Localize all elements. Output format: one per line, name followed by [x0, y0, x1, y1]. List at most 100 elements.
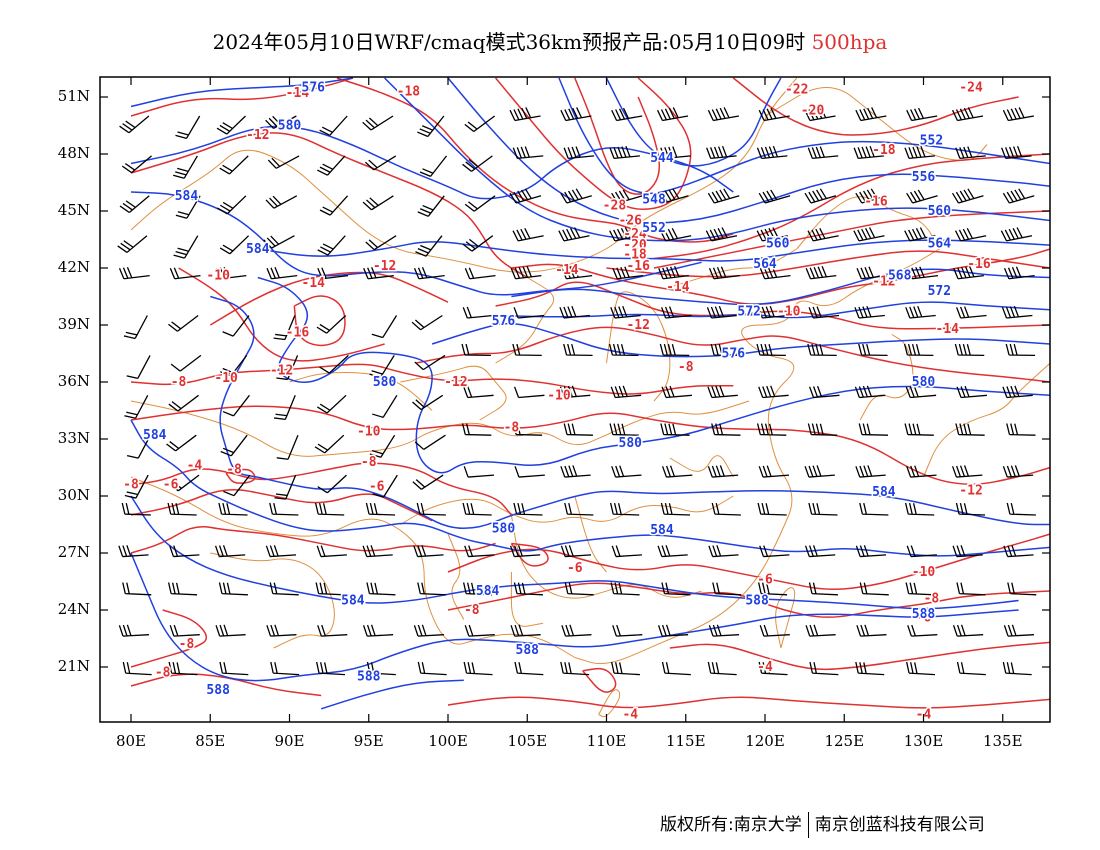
temperature-label: -26 [619, 214, 643, 229]
height-contour [130, 125, 734, 200]
boundary-line [495, 277, 555, 364]
temperature-label: -10 [547, 388, 571, 403]
height-label: 552 [920, 134, 943, 149]
temperature-label: -10 [777, 305, 801, 320]
wind-barb [758, 661, 788, 676]
wind-barb [807, 423, 838, 436]
height-label: 576 [722, 347, 746, 362]
height-label: 572 [928, 284, 951, 299]
wind-barb [269, 502, 299, 516]
wind-barb [708, 545, 739, 558]
wind-barb [274, 474, 297, 500]
temperature-label: -20 [801, 103, 825, 118]
wind-barb [168, 661, 198, 676]
wind-barb [315, 582, 345, 596]
lat-label: 30N [57, 486, 90, 504]
temperature-label: -8 [155, 666, 171, 681]
wind-barb [809, 661, 839, 676]
temperature-label: -10 [357, 424, 381, 439]
temperature-label: -18 [623, 248, 647, 263]
boundary-line [400, 365, 507, 421]
wind-barb [756, 343, 786, 357]
wind-barb [417, 661, 447, 676]
wind-barb [121, 155, 152, 174]
wind-barb [510, 266, 542, 280]
wind-barb [215, 624, 246, 637]
wind-barb [270, 661, 300, 676]
wind-barb [609, 502, 640, 516]
wind-barb [463, 661, 493, 676]
wind-barb [804, 188, 837, 204]
wind-barb [363, 266, 394, 280]
temperature-label: -28 [603, 198, 627, 213]
wind-barb [659, 343, 690, 357]
temperature-contour [574, 77, 661, 195]
height-contour [320, 679, 464, 710]
wind-barb [609, 227, 641, 242]
temperature-label: -16 [626, 259, 650, 274]
map-title: 2024年05月10日WRF/cmaq模式36km预报产品:05月10日09时 … [0, 26, 1100, 55]
wind-barb [956, 306, 987, 319]
wind-barb [563, 423, 593, 436]
temperature-label: -6 [567, 561, 583, 576]
height-contour [130, 552, 1019, 682]
temperature-contour [447, 533, 1050, 590]
boundary-line [669, 248, 797, 288]
wind-barb [118, 624, 149, 637]
wind-barb [513, 582, 543, 596]
wind-barb [220, 355, 248, 377]
wind-barb [413, 266, 445, 280]
height-contour [130, 77, 354, 108]
wind-barb [219, 235, 250, 255]
wind-barb [560, 465, 591, 478]
wind-barb [759, 624, 790, 637]
height-label: 588 [206, 683, 230, 698]
wind-barb [807, 343, 837, 357]
wind-barb [317, 155, 346, 176]
wind-barb [126, 434, 152, 459]
temperature-label: -16 [286, 326, 310, 341]
wind-barb [952, 624, 984, 637]
wind-barb [712, 582, 742, 596]
wind-barb [905, 385, 937, 399]
wind-barb [611, 465, 642, 478]
wind-barb [372, 474, 398, 498]
temperature-label: -12 [444, 375, 467, 390]
lat-label: 21N [57, 657, 90, 675]
wind-barb [263, 235, 295, 249]
wind-barb [415, 235, 443, 257]
temperature-contour [669, 641, 1050, 671]
temperature-label: -24 [623, 227, 647, 242]
temperature-label: -10 [214, 371, 238, 386]
wind-barb [362, 624, 394, 637]
wind-barb [904, 145, 935, 160]
wind-barb [121, 502, 151, 516]
temperature-contour [653, 153, 1050, 260]
temperature-label: -8 [123, 478, 139, 493]
title-pressure-level: 500hpa [811, 30, 888, 54]
wind-barb [561, 266, 593, 280]
wind-barb [707, 661, 737, 676]
wind-barb [805, 266, 837, 280]
height-label: 560 [928, 204, 952, 219]
wind-barb [464, 545, 495, 558]
wind-barb [414, 354, 446, 371]
wind-barb [168, 394, 199, 412]
wind-barb [956, 582, 986, 596]
wind-barb [612, 266, 644, 280]
temperature-contours [130, 77, 1050, 709]
wind-barb [804, 107, 836, 122]
wind-barb [808, 582, 838, 596]
wind-barb [1003, 624, 1035, 637]
temperature-label: -8 [179, 637, 195, 652]
height-label: 580 [619, 436, 643, 451]
temperature-label: -14 [302, 276, 326, 291]
wind-barb [955, 423, 985, 436]
height-label: 584 [341, 594, 365, 609]
wind-barb [316, 545, 347, 558]
wind-barb [804, 545, 836, 558]
boundary-line [859, 334, 914, 421]
wind-barb [855, 188, 887, 204]
height-contour [511, 268, 1050, 306]
wind-barb [369, 434, 396, 458]
